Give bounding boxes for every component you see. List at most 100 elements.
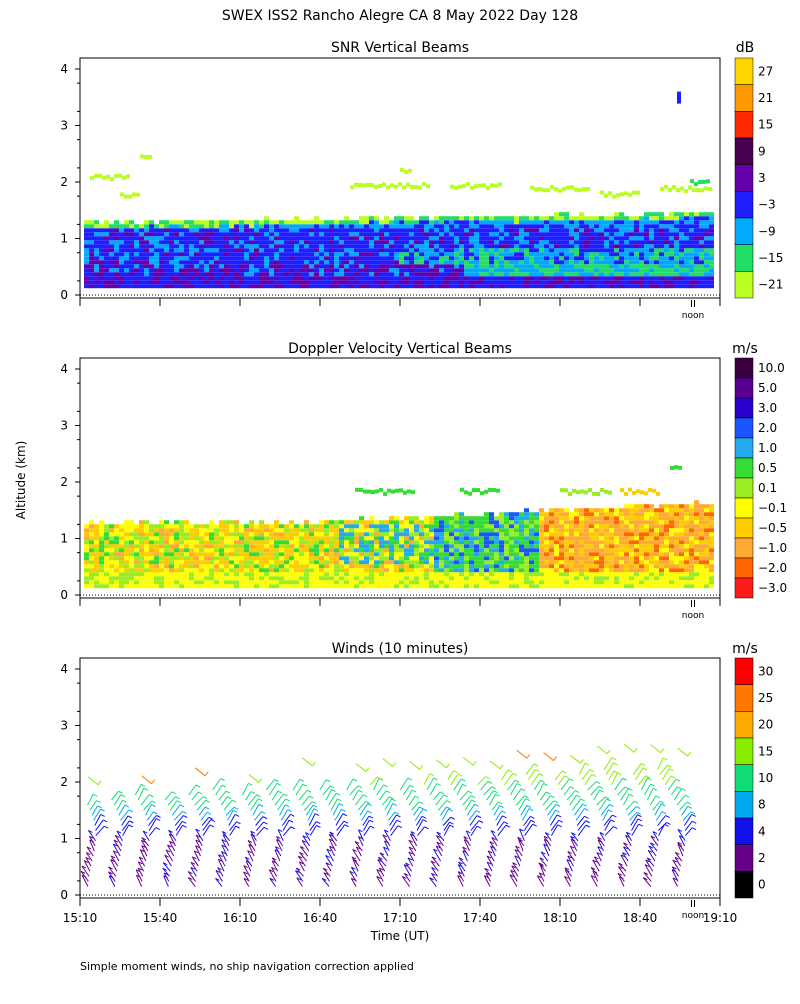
doppler-cell bbox=[679, 540, 684, 544]
snr-cell bbox=[609, 236, 614, 240]
snr-cell bbox=[284, 260, 289, 264]
doppler-cell bbox=[664, 540, 669, 544]
doppler-cell bbox=[534, 560, 539, 564]
snr-cell bbox=[104, 252, 109, 256]
doppler-cell bbox=[684, 520, 689, 524]
doppler-cell bbox=[534, 524, 539, 528]
colorbar-label: −9 bbox=[758, 224, 776, 238]
snr-cell bbox=[474, 236, 479, 240]
doppler-cell bbox=[709, 508, 714, 512]
figure-title: SWEX ISS2 Rancho Alegre CA 8 May 2022 Da… bbox=[222, 8, 578, 24]
doppler-cell bbox=[254, 580, 259, 584]
doppler-cell bbox=[669, 568, 674, 572]
snr-cell bbox=[124, 260, 129, 264]
doppler-cell bbox=[619, 584, 624, 588]
snr-cell bbox=[609, 276, 614, 280]
snr-cell bbox=[584, 276, 589, 280]
snr-cell bbox=[394, 268, 399, 272]
doppler-cell bbox=[689, 552, 694, 556]
snr-cell bbox=[399, 272, 404, 276]
snr-cell bbox=[689, 256, 694, 260]
doppler-cell bbox=[319, 568, 324, 572]
doppler-cell bbox=[424, 544, 429, 548]
doppler-cell bbox=[164, 568, 169, 572]
doppler-cell bbox=[669, 536, 674, 540]
snr-cell bbox=[534, 264, 539, 268]
doppler-cell bbox=[154, 552, 159, 556]
snr-cell bbox=[209, 220, 214, 224]
doppler-cell bbox=[434, 580, 439, 584]
snr-cell bbox=[669, 248, 674, 252]
snr-cell bbox=[219, 272, 224, 276]
snr-cell bbox=[689, 260, 694, 264]
doppler-cell bbox=[324, 552, 329, 556]
doppler-cell bbox=[299, 576, 304, 580]
doppler-cell bbox=[584, 580, 589, 584]
snr-cell bbox=[534, 248, 539, 252]
doppler-cell bbox=[599, 520, 604, 524]
wind-barb bbox=[183, 825, 187, 827]
wind-barb bbox=[205, 772, 208, 776]
snr-cell bbox=[204, 248, 209, 252]
doppler-cell bbox=[629, 520, 634, 524]
doppler-cell bbox=[620, 488, 624, 492]
snr-cell bbox=[234, 276, 239, 280]
snr-cell bbox=[229, 232, 234, 236]
snr-cell bbox=[529, 272, 534, 276]
snr-cell bbox=[694, 232, 699, 236]
doppler-cell bbox=[674, 580, 679, 584]
doppler-cell bbox=[619, 512, 624, 516]
snr-cell bbox=[149, 240, 154, 244]
doppler-cell bbox=[309, 552, 314, 556]
snr-cell bbox=[484, 216, 489, 220]
snr-cell bbox=[539, 268, 544, 272]
wind-barb bbox=[152, 780, 155, 784]
doppler-cell bbox=[224, 564, 229, 568]
snr-cell bbox=[204, 236, 209, 240]
doppler-cell bbox=[129, 556, 134, 560]
colorbar-swatch bbox=[735, 418, 753, 438]
snr-cell bbox=[429, 264, 434, 268]
doppler-cell bbox=[104, 544, 109, 548]
snr-cell bbox=[549, 276, 554, 280]
wind-barb bbox=[88, 777, 98, 785]
snr-cell bbox=[589, 256, 594, 260]
snr-cell bbox=[369, 252, 374, 256]
doppler-cell bbox=[249, 520, 254, 524]
doppler-cell bbox=[289, 548, 294, 552]
snr-cell bbox=[244, 244, 249, 248]
doppler-cell bbox=[629, 544, 634, 548]
snr-cell bbox=[369, 260, 374, 264]
snr-cell bbox=[106, 175, 110, 179]
snr-cell bbox=[604, 260, 609, 264]
snr-cell bbox=[204, 232, 209, 236]
doppler-cell bbox=[344, 544, 349, 548]
doppler-cell bbox=[569, 572, 574, 576]
snr-cell bbox=[439, 276, 444, 280]
doppler-cell bbox=[629, 524, 634, 528]
doppler-cell bbox=[619, 568, 624, 572]
doppler-cell bbox=[419, 520, 424, 524]
snr-cell bbox=[674, 212, 679, 216]
doppler-cell bbox=[514, 520, 519, 524]
doppler-cell bbox=[224, 568, 229, 572]
doppler-cell bbox=[219, 556, 224, 560]
doppler-cell bbox=[244, 576, 249, 580]
snr-cell bbox=[369, 284, 374, 288]
snr-cell bbox=[444, 248, 449, 252]
snr-cell bbox=[319, 248, 324, 252]
snr-cell bbox=[164, 232, 169, 236]
snr-cell bbox=[349, 260, 354, 264]
doppler-cell bbox=[354, 560, 359, 564]
doppler-cell bbox=[524, 556, 529, 560]
doppler-cell bbox=[656, 492, 660, 496]
snr-cell bbox=[494, 228, 499, 232]
snr-cell bbox=[509, 220, 514, 224]
wind-barb bbox=[101, 814, 105, 816]
doppler-cell bbox=[334, 560, 339, 564]
doppler-cell bbox=[454, 512, 459, 516]
doppler-cell bbox=[409, 544, 414, 548]
doppler-cell bbox=[674, 564, 679, 568]
snr-cell bbox=[234, 232, 239, 236]
doppler-cell bbox=[294, 584, 299, 588]
